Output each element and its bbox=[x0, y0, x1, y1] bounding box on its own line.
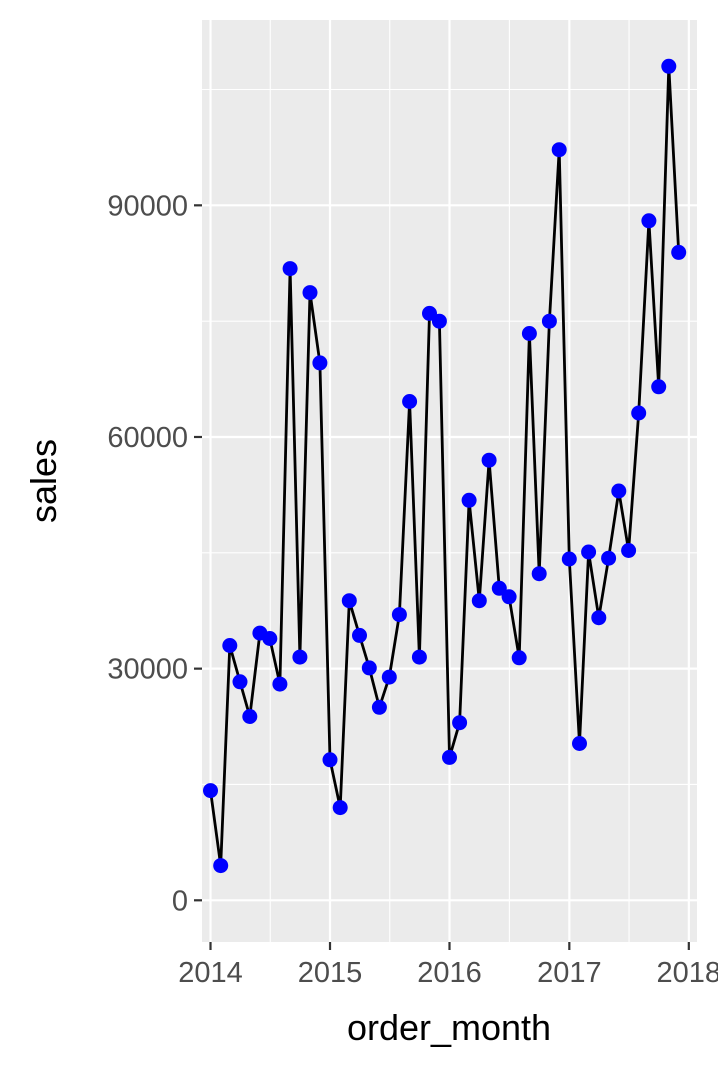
y-tick-label: 90000 bbox=[107, 190, 188, 222]
x-tick-label: 2017 bbox=[537, 957, 602, 989]
y-axis-title: sales bbox=[23, 439, 64, 523]
series-layer bbox=[203, 58, 687, 874]
data-point bbox=[641, 213, 657, 229]
data-point bbox=[322, 752, 338, 768]
data-point bbox=[621, 543, 637, 558]
data-point bbox=[391, 607, 407, 623]
data-point bbox=[302, 285, 318, 301]
data-point bbox=[361, 660, 377, 676]
data-point bbox=[213, 858, 229, 874]
data-point bbox=[531, 566, 547, 582]
data-point bbox=[501, 589, 517, 605]
data-point bbox=[591, 610, 607, 626]
data-point bbox=[262, 631, 278, 646]
data-point bbox=[561, 551, 577, 567]
data-point bbox=[352, 627, 367, 643]
data-point bbox=[541, 313, 557, 329]
data-point bbox=[631, 405, 647, 421]
data-point bbox=[332, 800, 348, 816]
x-tick-label: 2014 bbox=[178, 957, 243, 989]
x-tick-label: 2015 bbox=[298, 957, 363, 989]
data-point bbox=[511, 650, 527, 666]
data-point bbox=[572, 736, 587, 751]
y-tick-label: 60000 bbox=[107, 422, 188, 454]
data-point bbox=[402, 394, 418, 409]
data-point bbox=[411, 649, 427, 665]
data-point bbox=[481, 452, 497, 468]
sales-series-line bbox=[209, 64, 681, 867]
data-point bbox=[452, 715, 468, 731]
data-point bbox=[442, 749, 457, 765]
data-point bbox=[341, 593, 357, 609]
data-point bbox=[272, 676, 288, 692]
data-point bbox=[292, 649, 308, 665]
data-point bbox=[521, 326, 537, 341]
x-tick-label: 2016 bbox=[417, 957, 482, 989]
data-point bbox=[661, 58, 677, 74]
x-axis-title: order_month bbox=[347, 1007, 551, 1048]
y-tick-label: 0 bbox=[172, 885, 188, 917]
data-point bbox=[381, 669, 397, 685]
data-point bbox=[312, 355, 328, 371]
data-point bbox=[471, 593, 487, 609]
major-gridlines bbox=[202, 20, 697, 942]
data-point bbox=[203, 783, 218, 799]
data-point bbox=[242, 709, 258, 724]
data-point bbox=[431, 313, 447, 329]
data-point bbox=[222, 638, 238, 653]
data-point bbox=[232, 674, 248, 690]
data-point bbox=[611, 483, 627, 499]
x-axis: 2014 2015 2016 2017 2018 bbox=[178, 942, 718, 989]
data-point bbox=[581, 544, 597, 560]
data-point bbox=[371, 699, 387, 715]
data-point bbox=[551, 142, 567, 158]
x-tick-label: 2018 bbox=[657, 957, 718, 989]
data-point bbox=[491, 580, 507, 596]
data-point bbox=[601, 550, 617, 566]
data-point bbox=[651, 379, 667, 395]
data-point bbox=[671, 244, 687, 260]
y-tick-label: 30000 bbox=[107, 654, 188, 686]
y-axis: 0 30000 60000 90000 bbox=[107, 190, 202, 917]
data-point bbox=[461, 492, 477, 508]
data-point bbox=[282, 261, 298, 277]
